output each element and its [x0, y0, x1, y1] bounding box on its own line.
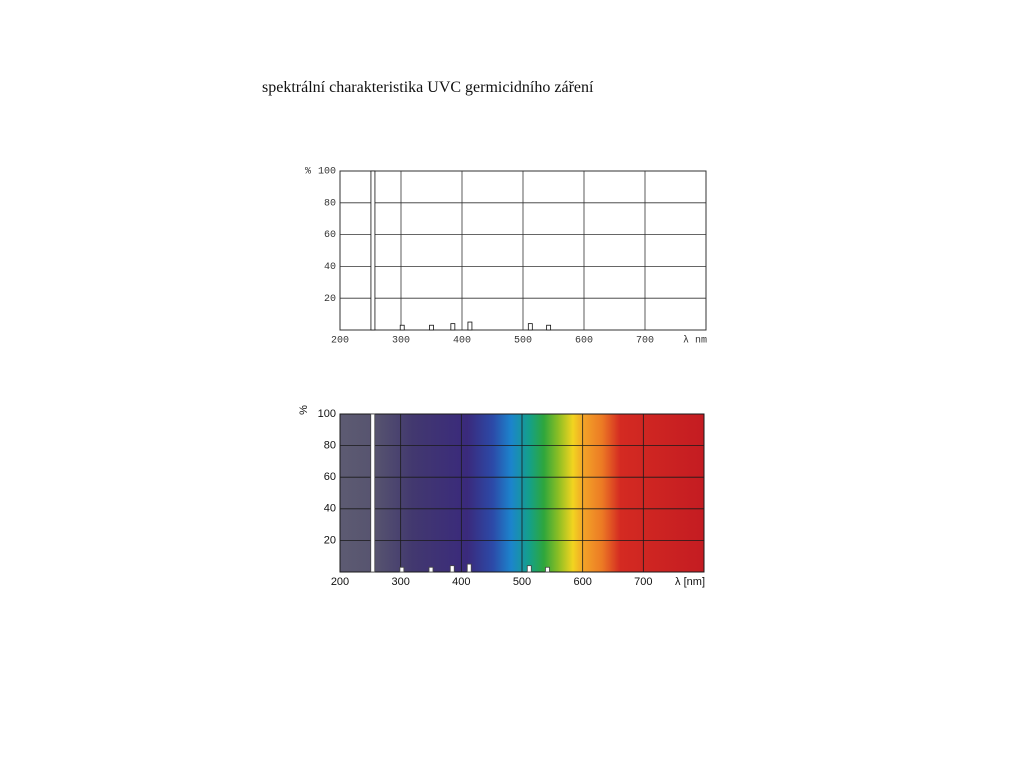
x-axis-label: λ [nm] — [675, 576, 705, 588]
x-tick-label: 500 — [514, 336, 532, 347]
bar — [370, 170, 376, 331]
bar — [399, 566, 405, 573]
x-tick-label: 200 — [331, 336, 349, 347]
x-axis-label: λ nm — [683, 335, 707, 347]
x-tick-label: 500 — [513, 576, 531, 588]
chart: 20 40 60 80 100 200 300 400 500 600 700 λ nm% — [305, 167, 707, 347]
x-tick-label: 700 — [634, 576, 652, 588]
bar — [449, 565, 455, 573]
y-axis-label: % — [305, 167, 311, 178]
bar — [466, 563, 472, 573]
chart: 20 40 60 80 100 200 300 400 500 600 700 λ [nm]% — [298, 405, 705, 588]
y-tick-label: 80 — [324, 440, 336, 452]
y-tick-label: 60 — [324, 230, 336, 241]
page-title: spektrální charakteristika UVC germicidn… — [262, 79, 594, 96]
y-tick-label: 40 — [324, 503, 336, 515]
bar — [526, 565, 532, 573]
y-tick-label: 20 — [324, 534, 336, 546]
x-tick-label: 300 — [392, 336, 410, 347]
bar — [546, 324, 552, 331]
x-tick-label: 200 — [331, 576, 349, 588]
x-tick-label: 400 — [453, 336, 471, 347]
bar — [527, 323, 533, 331]
x-tick-label: 600 — [575, 336, 593, 347]
y-tick-label: 100 — [318, 408, 336, 420]
y-axis-label: % — [298, 405, 310, 415]
y-tick-label: 20 — [324, 294, 336, 305]
bar — [428, 566, 434, 573]
y-tick-label: 40 — [324, 262, 336, 273]
x-tick-label: 700 — [636, 336, 654, 347]
bar — [370, 413, 376, 573]
y-tick-label: 100 — [318, 167, 336, 178]
bar — [399, 324, 405, 331]
x-tick-label: 300 — [391, 576, 409, 588]
y-tick-label: 80 — [324, 198, 336, 209]
bar — [467, 321, 473, 331]
bar — [545, 566, 550, 573]
x-tick-label: 400 — [452, 576, 470, 588]
bar — [429, 324, 434, 331]
x-tick-label: 600 — [573, 576, 591, 588]
bar — [450, 323, 456, 331]
y-tick-label: 60 — [324, 471, 336, 483]
